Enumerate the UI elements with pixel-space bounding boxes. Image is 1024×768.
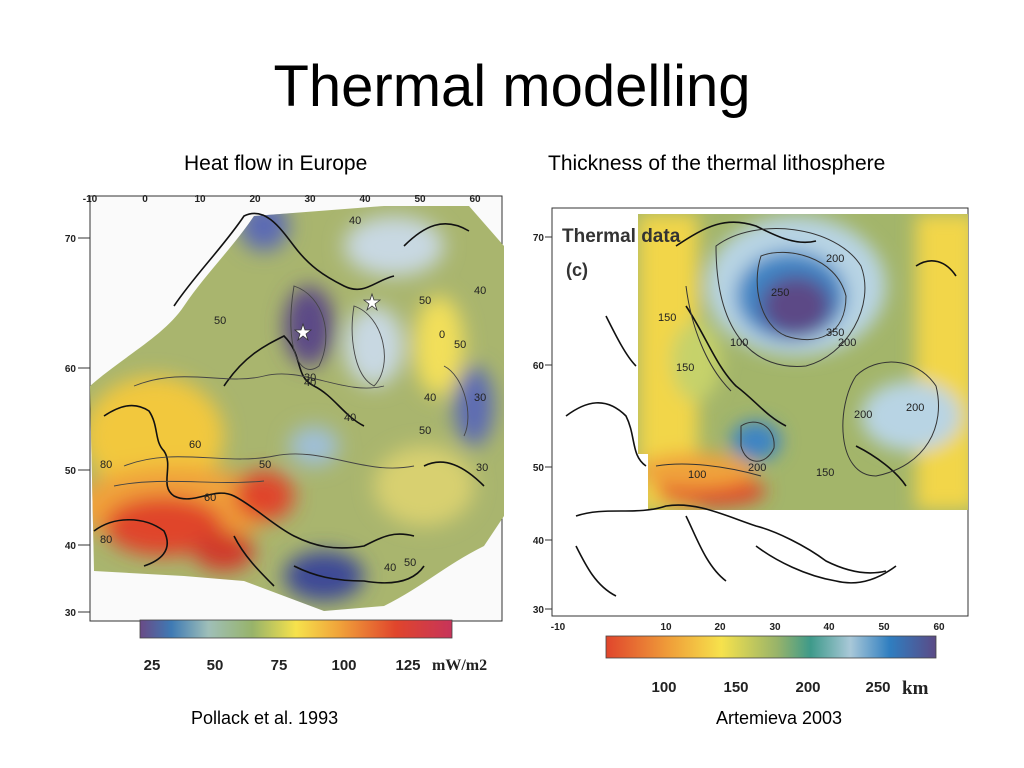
heat-flow-colorbar — [139, 619, 453, 639]
contour-label: 0 — [439, 329, 445, 341]
lon-tick: 30 — [769, 622, 781, 633]
contour-labels: 200 250 350 200 150 150 100 200 200 150 … — [658, 253, 924, 481]
lithosphere-colorbar — [605, 635, 937, 659]
lon-tick: 20 — [249, 194, 261, 205]
lon-tick: 60 — [933, 622, 945, 633]
lon-tick: 50 — [878, 622, 890, 633]
contour-label: 100 — [688, 469, 706, 481]
lithosphere-citation: Artemieva 2003 — [716, 708, 843, 728]
slide-title: Thermal modelling — [273, 54, 751, 119]
contour-label: 40 — [349, 215, 361, 227]
contour-lines — [113, 285, 469, 487]
contour-label: 150 — [816, 467, 834, 479]
contour-label: 30 — [304, 372, 316, 384]
heat-flow-unit: mW/m2 — [432, 657, 487, 674]
scale-tick: 75 — [271, 657, 288, 674]
contour-label: 50 — [214, 315, 226, 327]
lon-tick: 50 — [414, 194, 426, 205]
contour-label: 30 — [474, 392, 486, 404]
lon-tick: -10 — [551, 622, 566, 633]
contour-label: 40 — [424, 392, 436, 404]
scale-tick: 125 — [395, 657, 420, 674]
heat-flow-map: 40 50 50 0 40 50 30 40 50 40 30 80 60 60… — [65, 194, 504, 674]
contour-label: 40 — [384, 562, 396, 574]
lat-tick: 60 — [65, 364, 77, 375]
contour-label: 150 — [658, 312, 676, 324]
lon-tick: 0 — [142, 194, 148, 205]
coastlines — [93, 212, 485, 587]
star-icon — [293, 322, 313, 342]
contour-label: 200 — [906, 402, 924, 414]
contour-label: 30 — [476, 462, 488, 474]
station-markers — [293, 292, 382, 342]
lat-tick: 70 — [533, 233, 545, 244]
contour-label: 250 — [771, 287, 789, 299]
contour-label: 200 — [854, 409, 872, 421]
contour-label: 60 — [189, 439, 201, 451]
star-icon — [362, 292, 382, 312]
lon-ticks: -10 0 10 20 30 40 50 60 — [83, 194, 481, 205]
lat-tick: 60 — [533, 361, 545, 372]
heat-flow-caption: Heat flow in Europe — [184, 152, 368, 175]
scale-tick: 100 — [651, 679, 676, 696]
contour-label: 100 — [730, 337, 748, 349]
lat-tick: 40 — [533, 536, 545, 547]
lon-tick: 40 — [823, 622, 835, 633]
heat-flow-scale-ticks: 25 50 75 100 125 — [144, 657, 421, 674]
lon-tick: 40 — [359, 194, 371, 205]
contour-label: 80 — [100, 534, 112, 546]
lon-tick: 60 — [469, 194, 481, 205]
scale-tick: 50 — [207, 657, 224, 674]
lithosphere-scale-ticks: 100 150 200 250 — [651, 679, 890, 696]
lat-tick-marks — [545, 236, 552, 610]
panel-letter: (c) — [566, 260, 588, 280]
scale-tick: 250 — [865, 679, 890, 696]
coastlines — [565, 221, 957, 597]
scale-tick: 150 — [723, 679, 748, 696]
lat-tick: 40 — [65, 541, 77, 552]
scale-tick: 200 — [795, 679, 820, 696]
lithosphere-field — [638, 214, 968, 510]
lon-tick: 20 — [714, 622, 726, 633]
contour-labels: 40 50 50 0 40 50 30 40 50 40 30 80 60 60… — [100, 215, 488, 574]
contour-label: 40 — [304, 377, 316, 389]
contour-label: 200 — [838, 337, 856, 349]
contour-label: 150 — [676, 362, 694, 374]
heat-flow-citation: Pollack et al. 1993 — [191, 708, 339, 728]
contour-label: 60 — [204, 492, 216, 504]
lon-tick: 10 — [194, 194, 206, 205]
lithosphere-caption: Thickness of the thermal lithosphere — [548, 152, 886, 175]
lithosphere-unit: km — [902, 678, 929, 696]
contour-label: 50 — [259, 459, 271, 471]
contour-label: 80 — [100, 459, 112, 471]
lat-tick: 30 — [533, 605, 545, 616]
lat-tick-marks — [78, 237, 90, 613]
contour-label: 50 — [419, 425, 431, 437]
contour-label: 200 — [826, 253, 844, 265]
lithosphere-map: 200 250 350 200 150 150 100 200 200 150 … — [533, 207, 969, 696]
scale-tick: 25 — [144, 657, 161, 674]
contour-label: 50 — [419, 295, 431, 307]
contour-label: 50 — [404, 557, 416, 569]
contour-label: 200 — [748, 462, 766, 474]
lat-ticks: 70 60 50 40 30 — [533, 233, 545, 616]
contour-label: 40 — [344, 412, 356, 424]
lon-ticks: -10 10 20 30 40 50 60 — [551, 622, 945, 633]
lat-ticks: 70 60 50 40 30 — [65, 234, 77, 619]
lat-tick: 50 — [533, 463, 545, 474]
contour-lines — [655, 228, 939, 477]
contour-label: 40 — [474, 285, 486, 297]
lon-tick: 30 — [304, 194, 316, 205]
lon-tick: 10 — [660, 622, 672, 633]
contour-label: 50 — [454, 339, 466, 351]
lat-tick: 30 — [65, 608, 77, 619]
thermal-data-label: Thermal data — [562, 226, 681, 247]
contour-label: 350 — [826, 327, 844, 339]
lon-tick: -10 — [83, 194, 98, 205]
lat-tick: 70 — [65, 234, 77, 245]
lat-tick: 50 — [65, 466, 77, 477]
scale-tick: 100 — [331, 657, 356, 674]
